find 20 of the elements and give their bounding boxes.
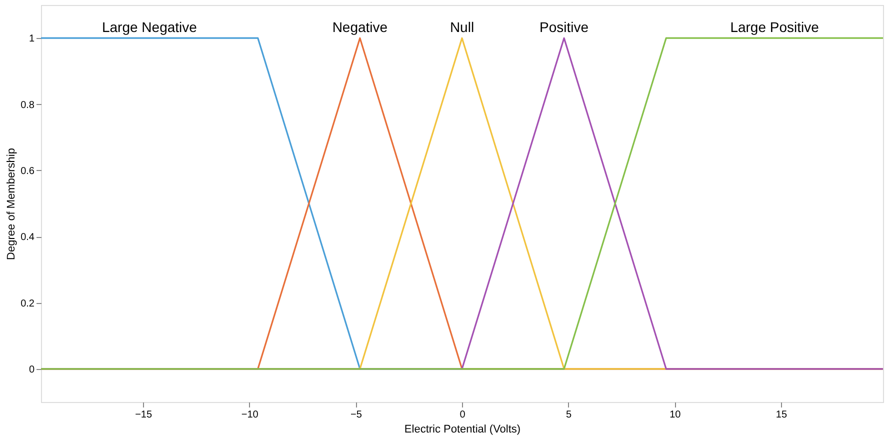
y-axis-title: Degree of Membership [6,148,18,260]
x-tick-label: −15 [135,410,152,420]
x-tick-label: 5 [566,410,572,420]
series-label: Null [450,19,474,36]
x-tick-label: 0 [460,410,466,420]
y-tick-label: 0.4 [20,232,35,244]
y-tick-label: 0.2 [20,298,35,310]
x-tick-label: −10 [241,410,259,420]
series-label: Negative [332,19,388,36]
x-tick-label: 15 [776,410,788,420]
series-label: Large Positive [730,19,820,36]
series-label: Large Negative [102,19,198,36]
y-tick-label: 0 [28,364,35,376]
y-tick-label: 0.8 [20,100,35,111]
x-axis-title: Electric Potential (Volts) [404,424,521,436]
x-tick-label: −5 [350,410,362,420]
y-tick-label: 0.6 [20,166,35,177]
x-tick-label: 10 [670,410,682,420]
y-tick-label: 1 [28,34,35,45]
series-label: Positive [540,19,589,36]
